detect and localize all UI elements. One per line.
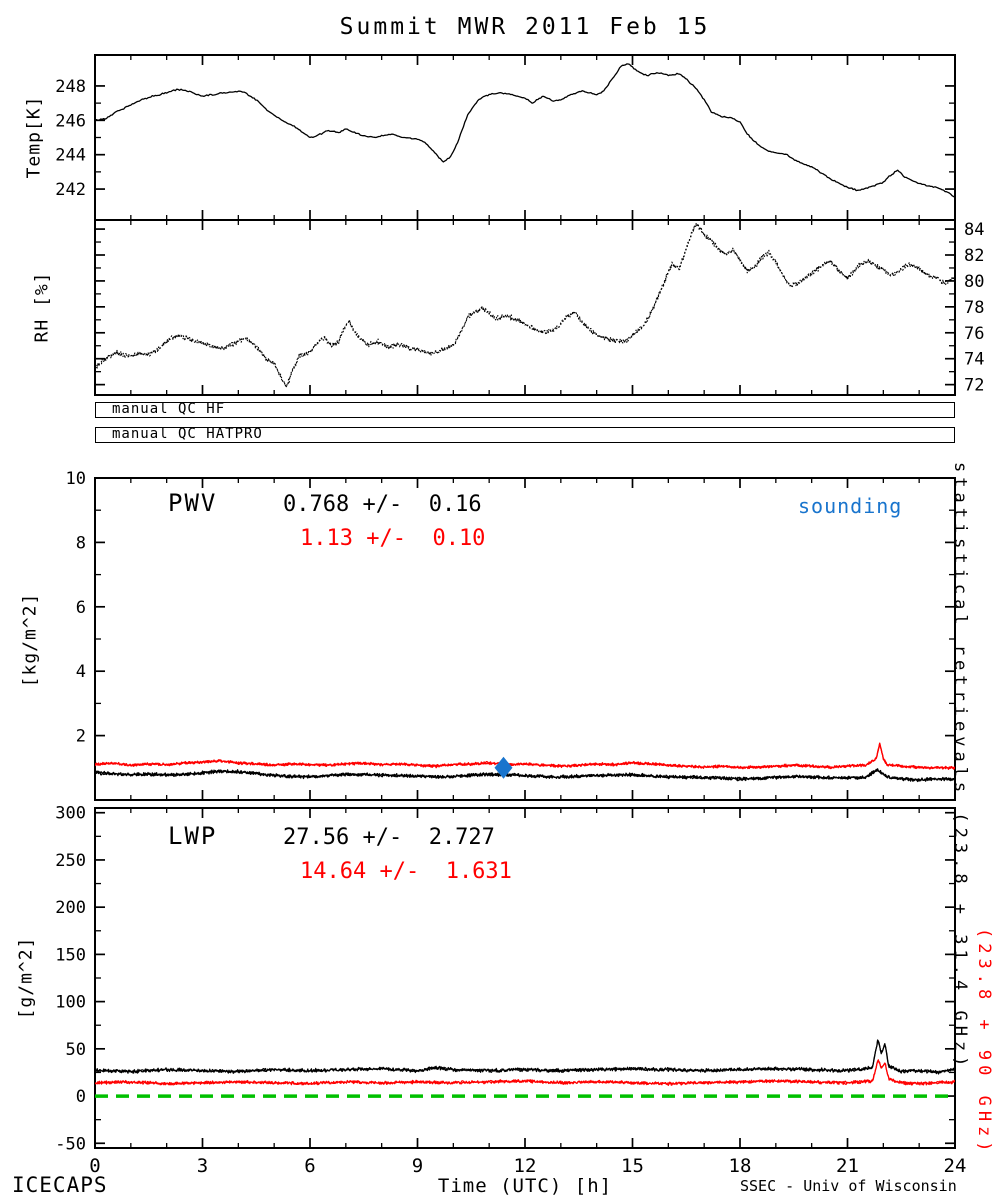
- xtick-label: 6: [304, 1155, 315, 1177]
- right-margin-label-black: statistical retrievals (23.8 + 31.4 GHz): [950, 462, 970, 1072]
- footer-ssec: SSEC - Univ of Wisconsin: [740, 1177, 957, 1195]
- temp-ytick-label: 246: [55, 111, 86, 131]
- pwv-23-90ghz-series: [95, 742, 955, 770]
- lwp-ytick-label: 150: [55, 945, 86, 965]
- lwp-ytick-label: 300: [55, 804, 86, 824]
- lwp-ytick-label: 100: [55, 993, 86, 1013]
- pwv-ytick-label: 2: [76, 727, 86, 747]
- temp-ytick-label: 244: [55, 146, 86, 166]
- pwv-frame: [94, 477, 956, 801]
- sounding-marker: [494, 756, 513, 779]
- pwv-ytick-label: 6: [76, 598, 86, 618]
- relative-humidity-series: [95, 224, 955, 388]
- footer-icecaps: ICECAPS: [12, 1173, 108, 1197]
- temp-ytick-label: 242: [55, 180, 86, 200]
- temp-frame: [94, 54, 956, 221]
- rh-ytick-label: 74: [964, 350, 984, 370]
- lwp-stats-black: 27.56 +/- 2.727: [283, 825, 495, 850]
- lwp-axis-label: [g/m^2]: [15, 936, 37, 1020]
- qc-strip-hf: manual QC HF: [95, 402, 955, 418]
- right-margin-label-red: (23.8 + 90 GHz): [974, 928, 994, 1157]
- pwv-axis-label: [kg/m^2]: [19, 592, 41, 688]
- temp-ytick-label: 248: [55, 77, 86, 97]
- xtick-label: 3: [197, 1155, 208, 1177]
- xtick-label: 24: [944, 1155, 967, 1177]
- qc-hf-label: manual QC HF: [112, 401, 226, 417]
- qc-hatpro-label: manual QC HATPRO: [112, 426, 263, 442]
- lwp-23-31ghz-series: [95, 1039, 955, 1075]
- rh-ytick-label: 80: [964, 272, 984, 292]
- pwv-stats-black: 0.768 +/- 0.16: [283, 492, 482, 517]
- xtick-label: 18: [729, 1155, 752, 1177]
- temp-axis-label: Temp[K]: [23, 95, 45, 179]
- pwv-stats-red: 1.13 +/- 0.10: [300, 526, 486, 551]
- rh-frame: [94, 219, 956, 396]
- plot-title: Summit MWR 2011 Feb 15: [339, 14, 711, 40]
- lwp-ytick-label: -50: [55, 1134, 86, 1154]
- lwp-ytick-label: 50: [66, 1040, 86, 1060]
- pwv-ytick-label: 4: [76, 662, 86, 682]
- temperature-hf-series: [95, 63, 955, 198]
- relative-humidity-series: [95, 222, 955, 388]
- rh-ytick-label: 72: [964, 376, 984, 396]
- pwv-23-31ghz-series: [95, 768, 955, 782]
- lwp-23-90ghz-series: [95, 1059, 955, 1086]
- lwp-stats-red: 14.64 +/- 1.631: [300, 859, 512, 884]
- sounding-legend-label: sounding: [798, 494, 903, 518]
- xtick-label: 15: [621, 1155, 644, 1177]
- pwv-panel-label: PWV: [168, 489, 218, 517]
- rh-ytick-label: 82: [964, 246, 984, 266]
- rh-ytick-label: 76: [964, 324, 984, 344]
- rh-axis-label: RH [%]: [31, 271, 53, 343]
- lwp-ytick-label: 200: [55, 898, 86, 918]
- x-axis-label: Time (UTC) [h]: [437, 1175, 613, 1197]
- xtick-label: 21: [836, 1155, 859, 1177]
- lwp-panel-label: LWP: [168, 822, 218, 850]
- lwp-ytick-label: 250: [55, 851, 86, 871]
- pwv-ytick-label: 10: [66, 469, 86, 489]
- qc-strip-hatpro: manual QC HATPRO: [95, 427, 955, 443]
- rh-ytick-label: 78: [964, 298, 984, 318]
- pwv-ytick-label: 8: [76, 533, 86, 553]
- rh-ytick-label: 84: [964, 220, 984, 240]
- xtick-label: 9: [412, 1155, 423, 1177]
- lwp-ytick-label: 0: [76, 1087, 86, 1107]
- pwv-23-90ghz-series: [95, 742, 955, 770]
- xtick-label: 0: [89, 1155, 100, 1177]
- lwp-frame: [94, 807, 956, 1149]
- xtick-label: 12: [514, 1155, 537, 1177]
